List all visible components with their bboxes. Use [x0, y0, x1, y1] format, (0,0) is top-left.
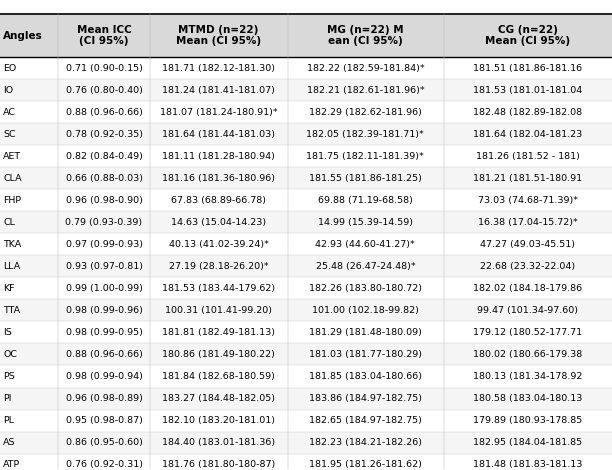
Text: MG (n=22) M
ean (CI 95%): MG (n=22) M ean (CI 95%): [327, 25, 404, 47]
Text: 182.22 (182.59-181.84)*: 182.22 (182.59-181.84)*: [307, 63, 424, 73]
Text: 0.79 (0.93-0.39): 0.79 (0.93-0.39): [65, 218, 143, 227]
Text: 181.21 (181.51-180.91: 181.21 (181.51-180.91: [473, 174, 582, 183]
Text: 180.13 (181.34-178.92: 180.13 (181.34-178.92: [473, 372, 582, 381]
Text: 182.21 (182.61-181.96)*: 182.21 (182.61-181.96)*: [307, 86, 424, 94]
Text: 183.86 (184.97-182.75): 183.86 (184.97-182.75): [309, 394, 422, 403]
Bar: [0, 14, 612, 57]
Text: 101.00 (102.18-99.82): 101.00 (102.18-99.82): [312, 306, 419, 315]
Bar: [0, 123, 612, 145]
Text: 184.40 (183.01-181.36): 184.40 (183.01-181.36): [162, 438, 275, 447]
Text: 67.83 (68.89-66.78): 67.83 (68.89-66.78): [171, 196, 266, 205]
Text: 182.95 (184.04-181.85: 182.95 (184.04-181.85: [473, 438, 582, 447]
Text: 182.05 (182.39-181.71)*: 182.05 (182.39-181.71)*: [307, 130, 424, 139]
Bar: [0, 366, 612, 387]
Text: 181.51 (181.86-181.16: 181.51 (181.86-181.16: [473, 63, 582, 73]
Text: 181.03 (181.77-180.29): 181.03 (181.77-180.29): [309, 350, 422, 359]
Text: 0.86 (0.95-0.60): 0.86 (0.95-0.60): [65, 438, 143, 447]
Text: 25.48 (26.47-24.48)*: 25.48 (26.47-24.48)*: [316, 262, 415, 271]
Text: 182.10 (183.20-181.01): 182.10 (183.20-181.01): [162, 416, 275, 425]
Text: 0.76 (0.80-0.40): 0.76 (0.80-0.40): [65, 86, 143, 94]
Bar: [0, 167, 612, 189]
Bar: [0, 431, 612, 454]
Text: Angles: Angles: [3, 31, 43, 40]
Text: 47.27 (49.03-45.51): 47.27 (49.03-45.51): [480, 240, 575, 249]
Text: PS: PS: [3, 372, 15, 381]
Text: 73.03 (74.68-71.39)*: 73.03 (74.68-71.39)*: [477, 196, 578, 205]
Bar: [0, 255, 612, 277]
Text: 181.81 (182.49-181.13): 181.81 (182.49-181.13): [162, 328, 275, 337]
Text: 0.88 (0.96-0.66): 0.88 (0.96-0.66): [65, 108, 143, 117]
Text: 182.23 (184.21-182.26): 182.23 (184.21-182.26): [309, 438, 422, 447]
Text: TTA: TTA: [3, 306, 20, 315]
Text: 182.65 (184.97-182.75): 182.65 (184.97-182.75): [309, 416, 422, 425]
Text: IS: IS: [3, 328, 12, 337]
Text: 0.78 (0.92-0.35): 0.78 (0.92-0.35): [65, 130, 143, 139]
Text: 181.48 (181.83-181.13: 181.48 (181.83-181.13: [473, 460, 582, 469]
Text: 181.53 (183.44-179.62): 181.53 (183.44-179.62): [162, 284, 275, 293]
Text: 181.29 (181.48-180.09): 181.29 (181.48-180.09): [309, 328, 422, 337]
Bar: [0, 321, 612, 344]
Text: 0.98 (0.99-0.94): 0.98 (0.99-0.94): [65, 372, 143, 381]
Text: 42.93 (44.60-41.27)*: 42.93 (44.60-41.27)*: [316, 240, 415, 249]
Text: 0.76 (0.92-0.31): 0.76 (0.92-0.31): [65, 460, 143, 469]
Bar: [0, 212, 612, 233]
Text: EO: EO: [3, 63, 17, 73]
Text: 0.96 (0.98-0.90): 0.96 (0.98-0.90): [65, 196, 143, 205]
Text: 181.24 (181.41-181.07): 181.24 (181.41-181.07): [162, 86, 275, 94]
Text: 181.75 (182.11-181.39)*: 181.75 (182.11-181.39)*: [307, 152, 424, 161]
Text: KF: KF: [3, 284, 15, 293]
Bar: [0, 344, 612, 366]
Text: 181.16 (181.36-180.96): 181.16 (181.36-180.96): [162, 174, 275, 183]
Text: 181.95 (181.26-181.62): 181.95 (181.26-181.62): [309, 460, 422, 469]
Text: 16.38 (17.04-15.72)*: 16.38 (17.04-15.72)*: [478, 218, 577, 227]
Text: 180.86 (181.49-180.22): 180.86 (181.49-180.22): [162, 350, 275, 359]
Text: 99.47 (101.34-97.60): 99.47 (101.34-97.60): [477, 306, 578, 315]
Text: 181.26 (181.52 - 181): 181.26 (181.52 - 181): [476, 152, 580, 161]
Text: 0.66 (0.88-0.03): 0.66 (0.88-0.03): [65, 174, 143, 183]
Text: PI: PI: [3, 394, 12, 403]
Text: PL: PL: [3, 416, 14, 425]
Text: ATP: ATP: [3, 460, 20, 469]
Bar: [0, 79, 612, 101]
Text: Mean ICC
(CI 95%): Mean ICC (CI 95%): [76, 25, 132, 47]
Text: IO: IO: [3, 86, 13, 94]
Text: LLA: LLA: [3, 262, 20, 271]
Text: 27.19 (28.18-26.20)*: 27.19 (28.18-26.20)*: [169, 262, 268, 271]
Bar: [0, 189, 612, 212]
Bar: [0, 387, 612, 409]
Text: CL: CL: [3, 218, 15, 227]
Bar: [0, 233, 612, 255]
Text: 0.93 (0.97-0.81): 0.93 (0.97-0.81): [65, 262, 143, 271]
Text: 181.53 (181.01-181.04: 181.53 (181.01-181.04: [473, 86, 582, 94]
Text: 182.48 (182.89-182.08: 182.48 (182.89-182.08: [473, 108, 582, 117]
Text: 180.58 (183.04-180.13: 180.58 (183.04-180.13: [473, 394, 582, 403]
Bar: [0, 277, 612, 299]
Text: 179.89 (180.93-178.85: 179.89 (180.93-178.85: [473, 416, 582, 425]
Text: 181.64 (182.04-181.23: 181.64 (182.04-181.23: [473, 130, 582, 139]
Text: 0.88 (0.96-0.66): 0.88 (0.96-0.66): [65, 350, 143, 359]
Text: 100.31 (101.41-99.20): 100.31 (101.41-99.20): [165, 306, 272, 315]
Text: 183.27 (184.48-182.05): 183.27 (184.48-182.05): [162, 394, 275, 403]
Text: 0.98 (0.99-0.96): 0.98 (0.99-0.96): [65, 306, 143, 315]
Text: AS: AS: [3, 438, 15, 447]
Text: CG (n=22)
Mean (CI 95%): CG (n=22) Mean (CI 95%): [485, 25, 570, 47]
Text: 14.99 (15.39-14.59): 14.99 (15.39-14.59): [318, 218, 413, 227]
Text: 182.02 (184.18-179.86: 182.02 (184.18-179.86: [473, 284, 582, 293]
Text: 182.29 (182.62-181.96): 182.29 (182.62-181.96): [309, 108, 422, 117]
Text: 0.98 (0.99-0.95): 0.98 (0.99-0.95): [65, 328, 143, 337]
Text: 0.95 (0.98-0.87): 0.95 (0.98-0.87): [65, 416, 143, 425]
Text: 181.71 (182.12-181.30): 181.71 (182.12-181.30): [162, 63, 275, 73]
Text: 179.12 (180.52-177.71: 179.12 (180.52-177.71: [473, 328, 582, 337]
Text: OC: OC: [3, 350, 17, 359]
Text: 180.02 (180.66-179.38: 180.02 (180.66-179.38: [473, 350, 582, 359]
Text: 22.68 (23.32-22.04): 22.68 (23.32-22.04): [480, 262, 575, 271]
Text: CLA: CLA: [3, 174, 21, 183]
Text: 181.11 (181.28-180.94): 181.11 (181.28-180.94): [162, 152, 275, 161]
Text: 182.26 (183.80-180.72): 182.26 (183.80-180.72): [309, 284, 422, 293]
Text: 181.76 (181.80-180-87): 181.76 (181.80-180-87): [162, 460, 275, 469]
Bar: [0, 57, 612, 79]
Text: 0.96 (0.98-0.89): 0.96 (0.98-0.89): [65, 394, 143, 403]
Text: AC: AC: [3, 108, 16, 117]
Bar: [0, 145, 612, 167]
Bar: [0, 101, 612, 123]
